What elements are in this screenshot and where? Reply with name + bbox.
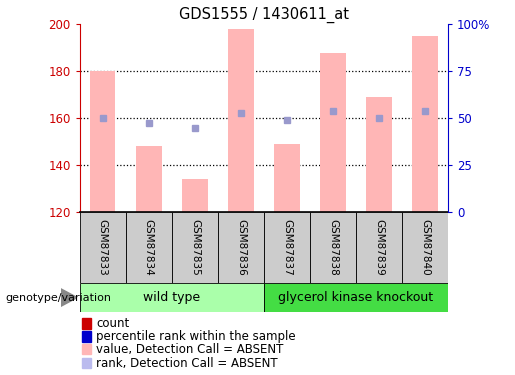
Bar	[402, 212, 448, 283]
Bar	[80, 283, 264, 312]
Bar	[264, 283, 448, 312]
Polygon shape	[61, 289, 77, 306]
Text: genotype/variation: genotype/variation	[5, 292, 111, 303]
Text: GSM87833: GSM87833	[98, 219, 108, 276]
Bar	[274, 144, 300, 212]
Bar	[356, 212, 402, 283]
Text: wild type: wild type	[143, 291, 200, 304]
Bar	[413, 36, 438, 212]
Text: GSM87834: GSM87834	[144, 219, 154, 276]
Text: GSM87836: GSM87836	[236, 219, 246, 276]
Text: GSM87838: GSM87838	[328, 219, 338, 276]
Text: glycerol kinase knockout: glycerol kinase knockout	[279, 291, 434, 304]
Bar	[90, 71, 115, 212]
Bar	[310, 212, 356, 283]
Title: GDS1555 / 1430611_at: GDS1555 / 1430611_at	[179, 7, 349, 23]
Bar	[82, 344, 91, 354]
Text: GSM87835: GSM87835	[190, 219, 200, 276]
Bar	[366, 97, 392, 212]
Text: GSM87840: GSM87840	[420, 219, 430, 276]
Text: GSM87837: GSM87837	[282, 219, 292, 276]
Bar	[80, 212, 126, 283]
Bar	[136, 146, 162, 212]
Text: value, Detection Call = ABSENT: value, Detection Call = ABSENT	[96, 343, 284, 355]
Bar	[126, 212, 172, 283]
Bar	[320, 53, 346, 212]
Text: count: count	[96, 317, 130, 330]
Text: percentile rank within the sample: percentile rank within the sample	[96, 330, 296, 343]
Bar	[228, 29, 253, 212]
Text: GSM87839: GSM87839	[374, 219, 384, 276]
Bar	[264, 212, 310, 283]
Text: rank, Detection Call = ABSENT: rank, Detection Call = ABSENT	[96, 357, 278, 370]
Bar	[82, 331, 91, 342]
Bar	[172, 212, 218, 283]
Bar	[218, 212, 264, 283]
Bar	[182, 179, 208, 212]
Bar	[82, 358, 91, 368]
Bar	[82, 318, 91, 329]
